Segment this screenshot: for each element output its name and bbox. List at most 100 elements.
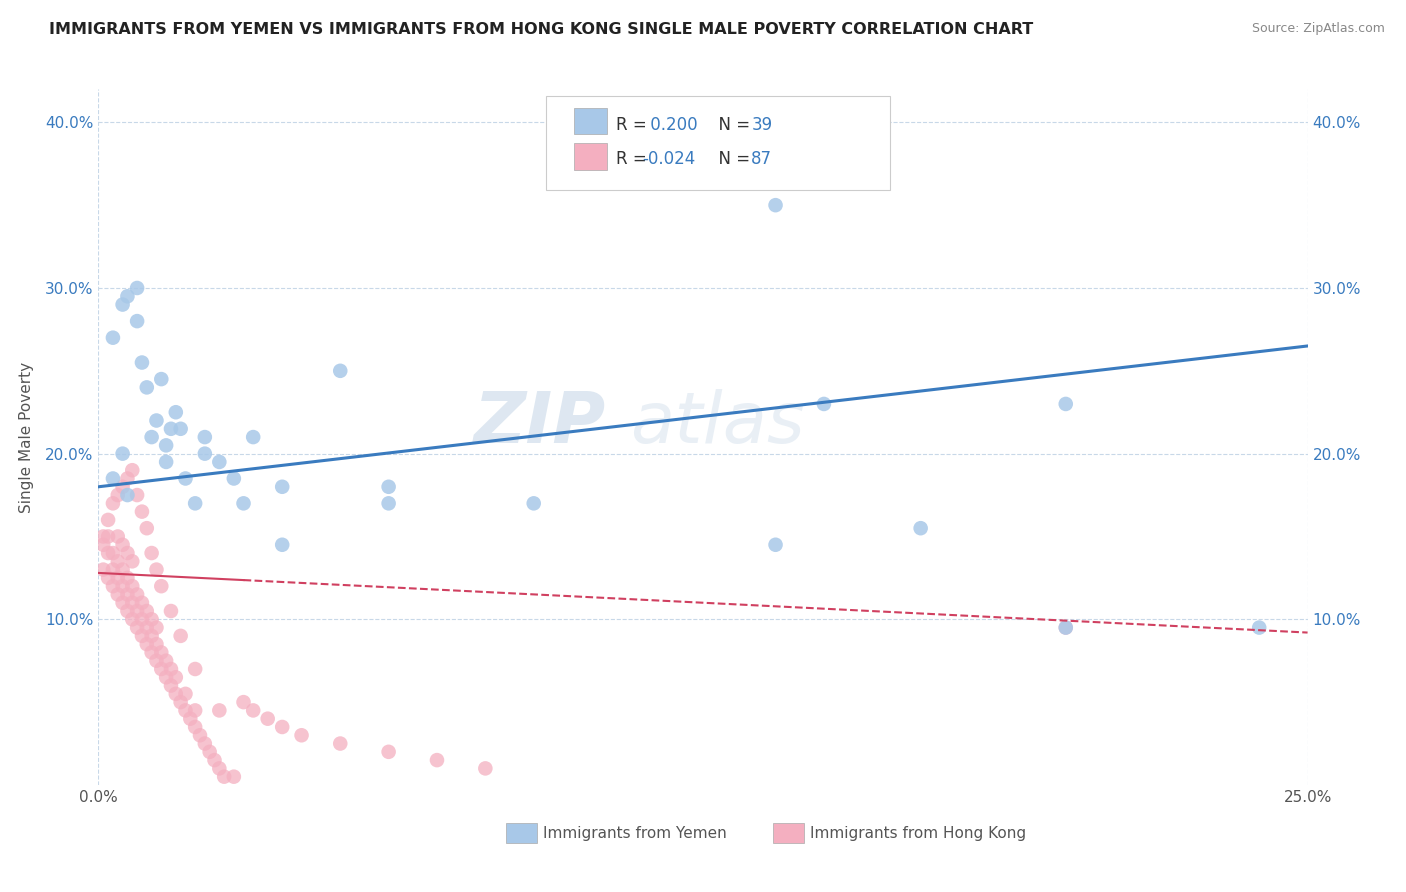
Point	[117, 488, 139, 502]
Point	[426, 753, 449, 767]
Point	[111, 447, 134, 461]
Point	[145, 637, 167, 651]
Point	[160, 422, 183, 436]
Point	[150, 645, 173, 659]
Point	[135, 380, 157, 394]
Point	[1054, 621, 1077, 635]
Point	[117, 587, 139, 601]
Point	[97, 571, 120, 585]
Point	[127, 488, 149, 502]
Point	[117, 546, 139, 560]
Text: 0.200: 0.200	[645, 116, 697, 134]
Text: Immigrants from Hong Kong: Immigrants from Hong Kong	[810, 826, 1026, 840]
Point	[174, 471, 197, 485]
Point	[169, 629, 191, 643]
Point	[474, 761, 496, 775]
Point	[174, 687, 197, 701]
Point	[141, 629, 163, 643]
Point	[222, 770, 245, 784]
Point	[150, 579, 173, 593]
Text: Immigrants from Yemen: Immigrants from Yemen	[543, 826, 727, 840]
Point	[208, 703, 231, 717]
Point	[135, 621, 157, 635]
Point	[150, 662, 173, 676]
Point	[160, 604, 183, 618]
Point	[111, 563, 134, 577]
Point	[135, 637, 157, 651]
Point	[141, 645, 163, 659]
Text: 39: 39	[751, 116, 772, 134]
Point	[165, 670, 187, 684]
Point	[165, 405, 187, 419]
Point	[101, 471, 124, 485]
Point	[117, 604, 139, 618]
Point	[111, 538, 134, 552]
Point	[523, 496, 546, 510]
Point	[184, 496, 207, 510]
Point	[131, 629, 153, 643]
Point	[169, 422, 191, 436]
Bar	[574, 144, 607, 169]
Point	[222, 471, 245, 485]
Text: R =: R =	[616, 151, 652, 169]
Point	[127, 621, 149, 635]
Point	[765, 538, 787, 552]
Point	[127, 314, 149, 328]
Point	[160, 662, 183, 676]
FancyBboxPatch shape	[546, 96, 890, 190]
Point	[145, 563, 167, 577]
Point	[127, 604, 149, 618]
Point	[107, 488, 129, 502]
Point	[107, 554, 129, 568]
Point	[184, 703, 207, 717]
Point	[121, 554, 143, 568]
Y-axis label: Single Male Poverty: Single Male Poverty	[18, 361, 34, 513]
Point	[208, 455, 231, 469]
Point	[198, 745, 221, 759]
Point	[194, 737, 217, 751]
Point	[242, 430, 264, 444]
Point	[194, 430, 217, 444]
Point	[117, 571, 139, 585]
Text: R =: R =	[616, 116, 652, 134]
Point	[121, 596, 143, 610]
Point	[91, 529, 114, 543]
Point	[329, 737, 352, 751]
Point	[145, 654, 167, 668]
Point	[765, 198, 787, 212]
Point	[1054, 621, 1077, 635]
Point	[111, 297, 134, 311]
Point	[111, 596, 134, 610]
Point	[232, 695, 254, 709]
Point	[271, 480, 294, 494]
Point	[329, 364, 352, 378]
Point	[141, 430, 163, 444]
Point	[101, 331, 124, 345]
Point	[131, 505, 153, 519]
Point	[117, 471, 139, 485]
Point	[145, 621, 167, 635]
Point	[155, 438, 177, 452]
Text: N =: N =	[707, 116, 755, 134]
Point	[91, 563, 114, 577]
Point	[97, 513, 120, 527]
Point	[107, 587, 129, 601]
Point	[910, 521, 932, 535]
Text: ZIP: ZIP	[474, 389, 606, 458]
Point	[135, 604, 157, 618]
Point	[271, 720, 294, 734]
Point	[121, 612, 143, 626]
Text: N =: N =	[707, 151, 755, 169]
Point	[232, 496, 254, 510]
Point	[121, 463, 143, 477]
Point	[91, 538, 114, 552]
Point	[188, 728, 211, 742]
Text: 87: 87	[751, 151, 772, 169]
Point	[141, 612, 163, 626]
Text: atlas: atlas	[630, 389, 806, 458]
Text: -0.024: -0.024	[643, 151, 696, 169]
Point	[256, 712, 278, 726]
Text: IMMIGRANTS FROM YEMEN VS IMMIGRANTS FROM HONG KONG SINGLE MALE POVERTY CORRELATI: IMMIGRANTS FROM YEMEN VS IMMIGRANTS FROM…	[49, 22, 1033, 37]
Point	[179, 712, 201, 726]
Point	[377, 496, 399, 510]
